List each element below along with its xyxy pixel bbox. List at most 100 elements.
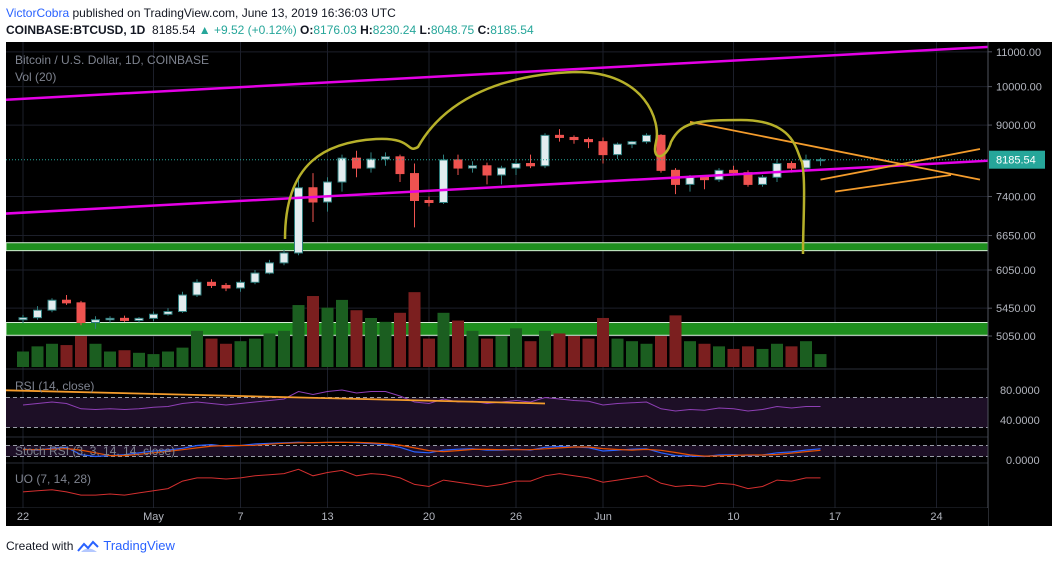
rsi-trendline [6, 389, 546, 405]
volume-bar-42 [626, 341, 638, 367]
candle-body-43 [642, 134, 651, 143]
candle-body-47 [700, 176, 709, 181]
uo-title: UO (7, 14, 28) [15, 472, 91, 486]
volume-bar-38 [568, 336, 580, 367]
volume-bar-5 [89, 343, 102, 367]
volume-bar-31 [466, 330, 479, 367]
pane-labels: Bitcoin / U.S. Dollar, 1D, COINBASE Vol … [15, 53, 209, 486]
volume-bar-7 [118, 350, 131, 367]
price-tick-label-6: 5450.00 [996, 303, 1036, 315]
price-tick-label-4: 6650.00 [996, 231, 1036, 243]
candle-body-29 [439, 159, 448, 203]
time-tick-label-5: 26 [510, 511, 522, 523]
volume-bar-51 [756, 348, 769, 367]
candle-body-40 [598, 141, 608, 156]
close-label: C: [477, 23, 491, 37]
rsi-line [22, 389, 821, 412]
candle-body-1 [33, 309, 42, 319]
stoch-rsi-title: Stoch RSI (3, 3, 14, 14, close) [15, 444, 175, 458]
candle-body-15 [236, 281, 245, 289]
uo-line [22, 468, 821, 496]
candle-body-33 [497, 167, 506, 176]
volume-bar-54 [800, 341, 812, 367]
stoch-tick-label-0: 0.0000 [1006, 455, 1040, 467]
chart-title: Bitcoin / U.S. Dollar, 1D, COINBASE [15, 53, 209, 67]
last-price-badge [989, 150, 1045, 169]
candle-body-32 [482, 165, 492, 176]
price-tick-label-0: 11000.00 [996, 47, 1041, 59]
volume-bar-17 [263, 333, 276, 367]
volume-bar-52 [771, 343, 783, 367]
volume-bar-25 [379, 321, 392, 367]
volume-bar-53 [785, 346, 798, 367]
tradingview-logo-icon [77, 540, 100, 552]
volume-bar-18 [278, 330, 290, 367]
candle-body-12 [192, 281, 202, 296]
volume-bar-43 [640, 343, 653, 367]
candle-body-6 [105, 317, 115, 321]
volume-bar-34 [510, 328, 522, 367]
volume-bar-47 [698, 343, 711, 367]
volume-bar-2 [46, 343, 58, 367]
tradingview-link[interactable]: TradingView [103, 538, 175, 553]
candle-body-36 [540, 134, 550, 167]
candle-body-34 [511, 163, 521, 169]
candle-body-11 [178, 294, 187, 313]
candle-body-27 [410, 173, 419, 201]
candle-body-0 [18, 317, 28, 321]
symbol-label: COINBASE:BTCUSD, 1D [6, 23, 146, 37]
time-tick-label-6: Jun [594, 511, 612, 523]
candle-body-16 [250, 272, 260, 283]
candle-body-23 [352, 157, 361, 169]
volume-bar-22 [336, 299, 348, 367]
symbol-info: COINBASE:BTCUSD, 1D 8185.54 ▲ +9.52 (+0.… [6, 22, 534, 39]
close-value: 8185.54 [490, 23, 534, 37]
rsi-tick-label-0: 80.0000 [1000, 385, 1040, 397]
candle-body-37 [555, 134, 564, 138]
stoch-k-line [22, 441, 821, 458]
candle-body-24 [366, 158, 376, 169]
time-axis[interactable]: 22 May 7 13 20 26 Jun 10 17 24 [6, 508, 988, 526]
time-tick-label-4: 20 [423, 511, 435, 523]
price-chart[interactable]: 11000.00 10000.00 9000.00 7400.00 6650.00 605… [6, 42, 1052, 526]
volume-bar-19 [292, 305, 305, 367]
candle-body-7 [120, 317, 129, 321]
last-price-badge-label: 8185.54 [996, 155, 1036, 167]
candle-body-49 [729, 169, 738, 174]
publish-info: VictorCobra published on TradingView.com… [6, 5, 534, 22]
volume-bar-14 [220, 343, 232, 367]
volume-bar-13 [205, 338, 218, 367]
volume-bar-32 [481, 338, 493, 367]
volume-bar-36 [539, 330, 551, 367]
volume-bar-11 [176, 347, 189, 367]
candle-body-41 [613, 143, 622, 156]
candle-body-35 [526, 163, 535, 167]
volume-bars [17, 292, 827, 367]
candle-body-30 [453, 159, 463, 169]
volume-bar-1 [31, 346, 44, 367]
open-value: 8176.03 [313, 23, 357, 37]
volume-bar-16 [249, 338, 261, 367]
author-link[interactable]: VictorCobra [6, 6, 70, 20]
time-tick-label-1: May [143, 511, 164, 523]
price-axis[interactable]: 11000.00 10000.00 9000.00 7400.00 6650.00 605… [987, 42, 1052, 526]
volume-bar-4 [75, 336, 87, 367]
candle-body-46 [685, 176, 695, 185]
candle-body-26 [395, 156, 405, 175]
price-tick-label-2: 9000.00 [996, 120, 1036, 132]
volume-bar-0 [17, 351, 29, 367]
volume-bar-30 [452, 320, 464, 367]
candle-body-19 [294, 187, 303, 254]
candle-body-42 [627, 141, 637, 145]
volume-bar-44 [655, 336, 667, 367]
volume-bar-3 [60, 345, 73, 367]
volume-bar-28 [423, 338, 435, 367]
candle-body-2 [47, 299, 57, 311]
volume-bar-50 [742, 346, 754, 367]
low-value: 8048.75 [430, 23, 475, 37]
time-tick-label-3: 13 [321, 511, 333, 523]
volume-bar-8 [133, 352, 145, 367]
projection-drawing [283, 70, 806, 255]
volume-bar-20 [307, 296, 319, 367]
time-tick-label-9: 24 [930, 511, 942, 523]
